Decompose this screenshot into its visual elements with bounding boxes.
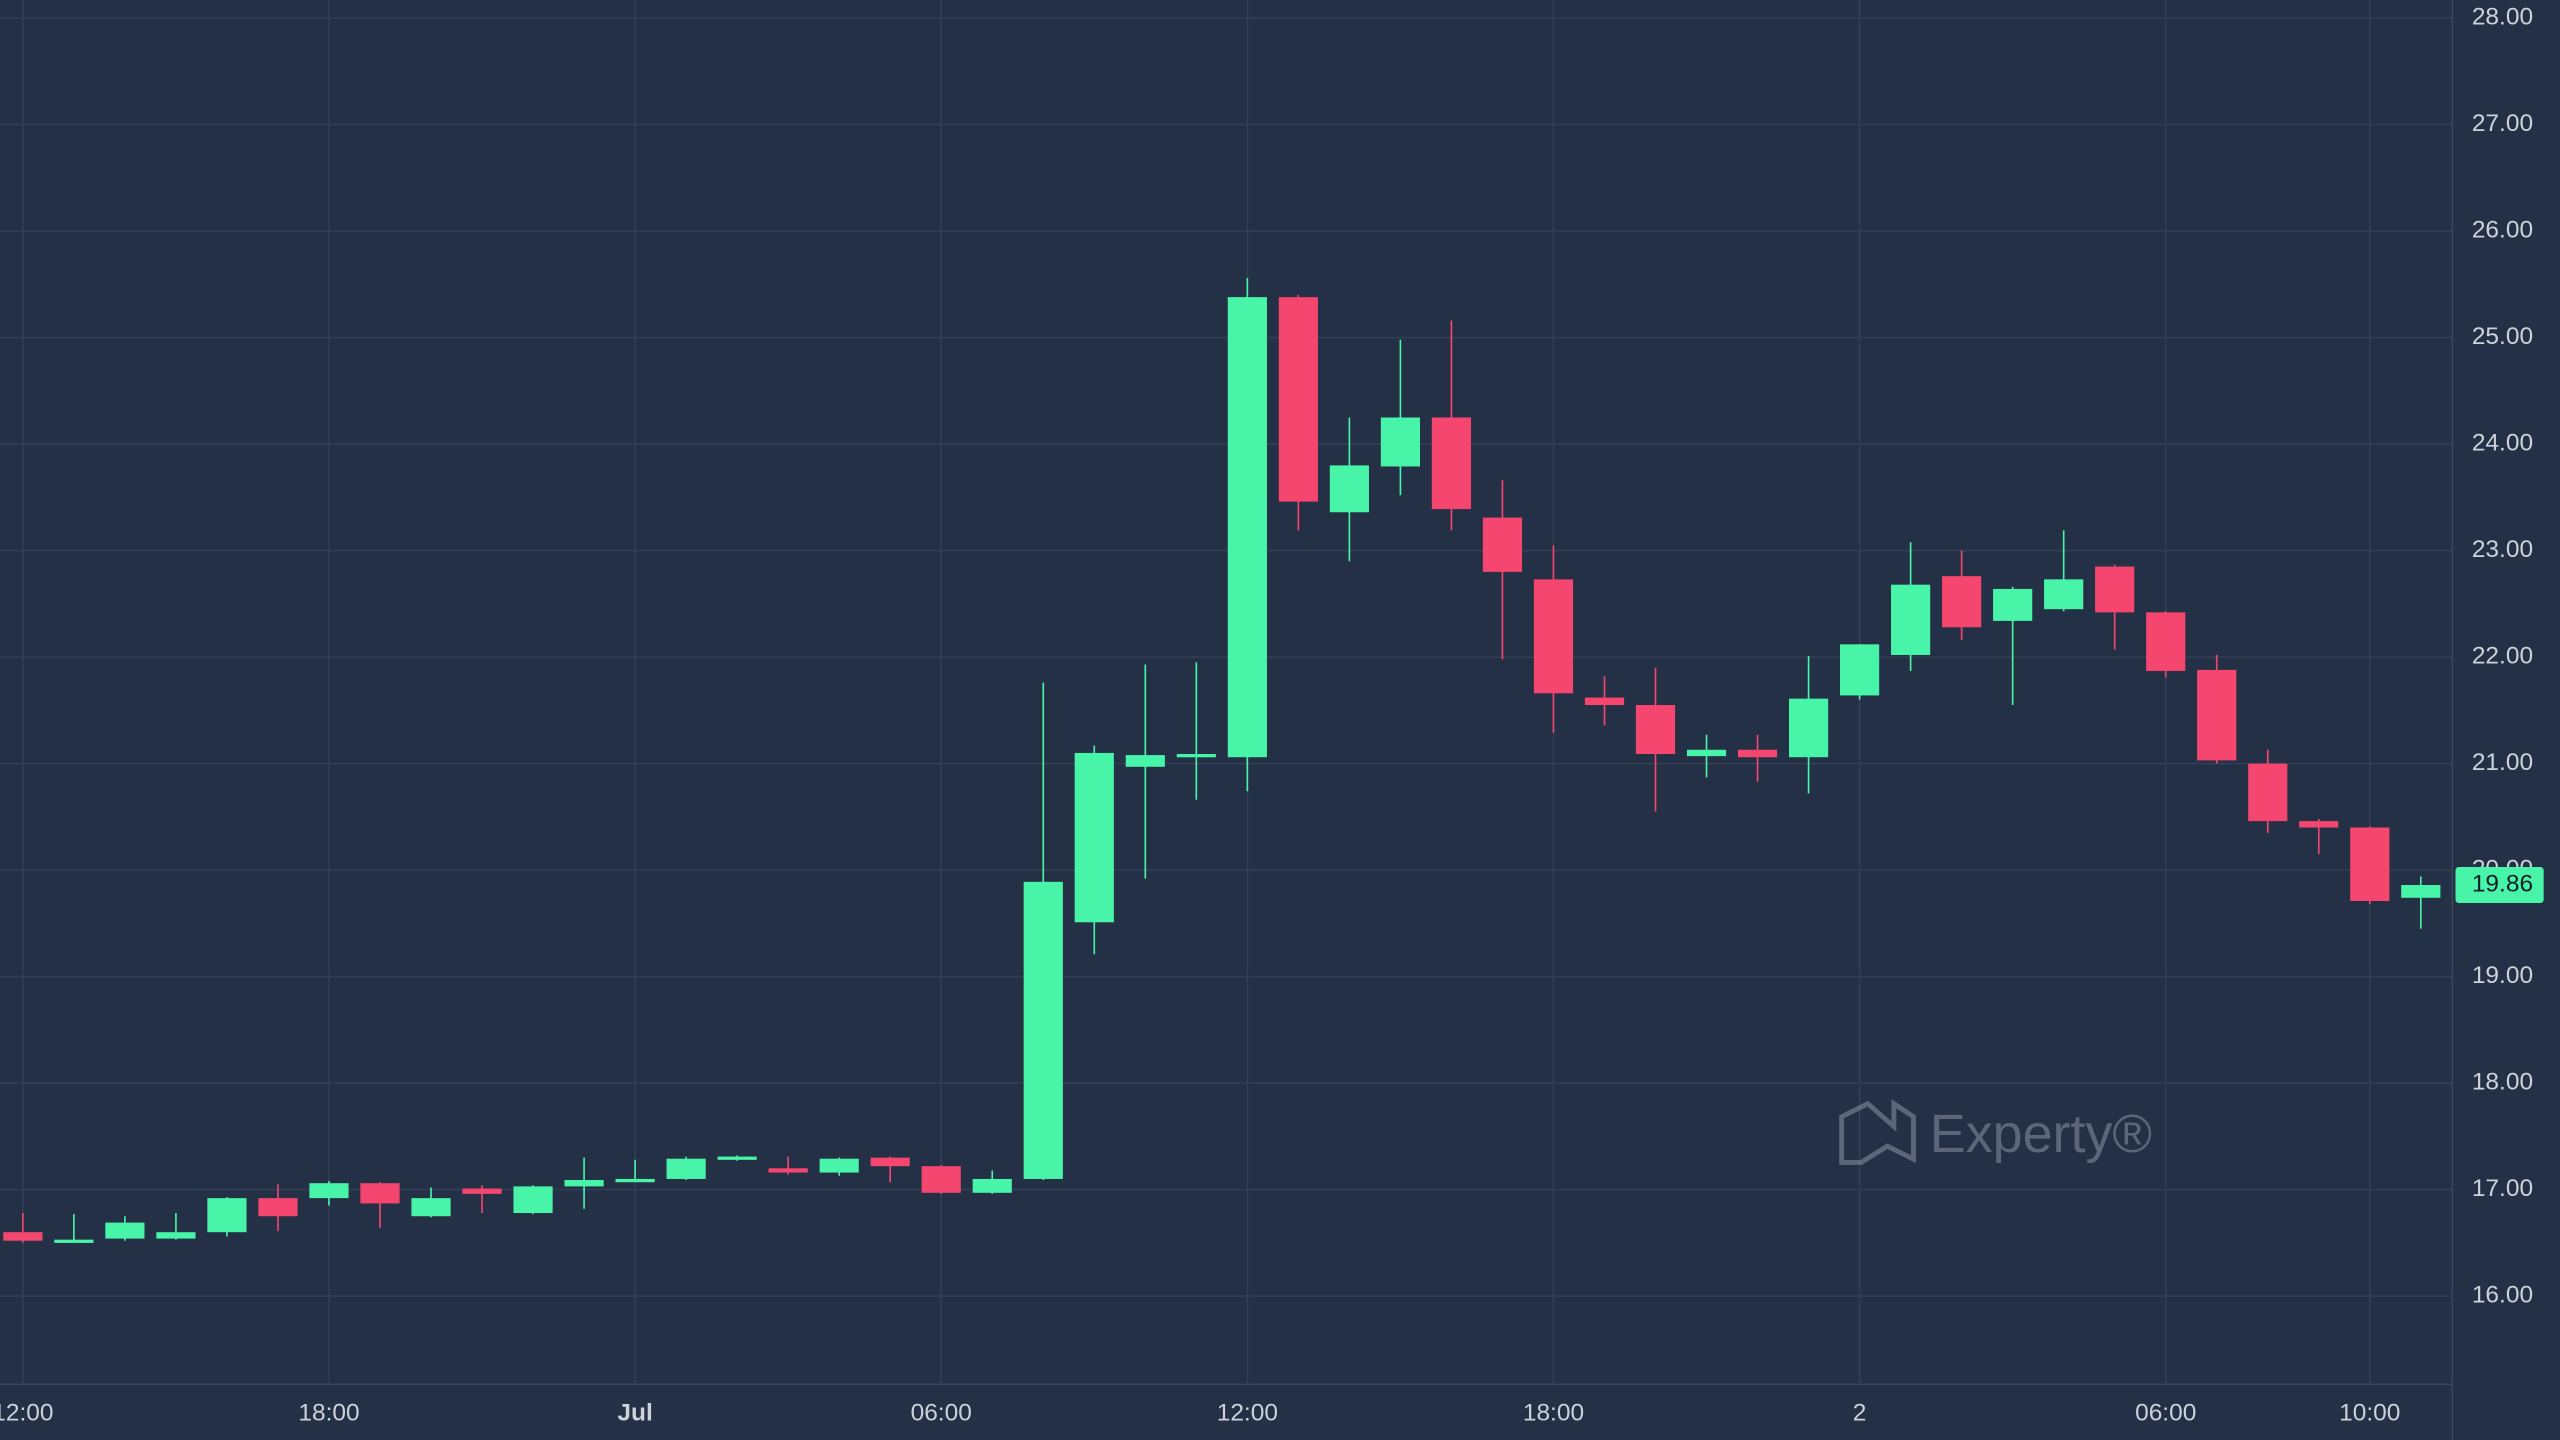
y-tick-label: 21.00: [2472, 749, 2533, 776]
candle-body: [870, 1157, 910, 1167]
candle-body: [1891, 584, 1931, 655]
watermark-text: Experty®: [1930, 1104, 2152, 1164]
candle-body: [207, 1198, 247, 1233]
x-tick-label: 18:00: [1523, 1399, 1584, 1426]
candle-body: [972, 1178, 1012, 1193]
candle-body: [54, 1239, 94, 1243]
watermark-logo: [1839, 1099, 1916, 1165]
axes: 16.0017.0018.0019.0020.0021.0022.0023.00…: [0, 4, 2544, 1426]
y-tick-label: 18.00: [2472, 1069, 2533, 1096]
x-tick-label: 06:00: [911, 1399, 972, 1426]
watermark: Experty®: [1839, 1099, 2152, 1165]
y-tick-label: 23.00: [2472, 536, 2533, 563]
candle-body: [105, 1222, 145, 1239]
y-tick-label: 27.00: [2472, 110, 2533, 137]
candle-body: [1176, 754, 1216, 758]
candle-body: [411, 1198, 451, 1217]
candle-body: [1074, 752, 1114, 923]
candle-body: [1686, 749, 1727, 757]
candles: [3, 277, 2441, 1243]
candle-body: [1431, 417, 1472, 510]
candle-body: [717, 1156, 757, 1160]
candle-body: [2044, 579, 2084, 610]
y-tick-label: 19.00: [2472, 962, 2533, 989]
candle-body: [1993, 588, 2033, 621]
candle-body: [309, 1183, 349, 1199]
candle-body: [1533, 579, 1574, 694]
y-tick-label: 26.00: [2472, 217, 2533, 244]
candle-body: [2299, 821, 2339, 828]
candle-body: [1840, 644, 1880, 696]
candle-body: [2146, 612, 2186, 671]
candle-body: [1329, 465, 1369, 513]
candle-body: [615, 1178, 655, 1183]
last-price-label: 19.86: [2472, 870, 2533, 897]
candle-body: [258, 1198, 298, 1217]
y-tick-label: 28.00: [2472, 4, 2533, 31]
candle-body: [768, 1168, 808, 1173]
candle-body: [1584, 697, 1625, 706]
candle-body: [1635, 705, 1676, 755]
candle-body: [819, 1158, 859, 1173]
candle-body: [1380, 417, 1420, 467]
candle-body: [1023, 881, 1063, 1179]
y-tick-label: 16.00: [2472, 1282, 2533, 1309]
x-tick-label: 06:00: [2135, 1399, 2196, 1426]
last-price-box: [2455, 867, 2544, 903]
x-tick-label: 12:00: [0, 1399, 53, 1426]
y-tick-label: 22.00: [2472, 643, 2533, 670]
candle-body: [360, 1183, 400, 1204]
candle-body: [3, 1232, 43, 1241]
candle-body: [666, 1158, 706, 1179]
candle-body: [1737, 749, 1778, 758]
candle-body: [1482, 517, 1523, 572]
y-tick-label: 17.00: [2472, 1175, 2533, 1202]
candle-body: [1227, 297, 1267, 758]
candle-body: [1942, 576, 1982, 628]
x-tick-label: 18:00: [298, 1399, 359, 1426]
candle-body: [564, 1180, 604, 1187]
candle-body: [156, 1232, 196, 1239]
x-tick-label: 10:00: [2339, 1399, 2400, 1426]
candle-body: [1125, 755, 1165, 767]
x-tick-label: 2: [1853, 1399, 1867, 1426]
candle-body: [2197, 669, 2237, 761]
candle-body: [921, 1166, 961, 1193]
candle-body: [462, 1188, 502, 1194]
x-tick-label: 12:00: [1217, 1399, 1278, 1426]
y-tick-label: 25.00: [2472, 323, 2533, 350]
candle-body: [2095, 566, 2135, 613]
candle-body: [1278, 297, 1318, 502]
candle-body: [2350, 827, 2390, 901]
candle-body: [2401, 885, 2441, 898]
candle-body: [513, 1186, 553, 1214]
x-tick-label: Jul: [617, 1399, 652, 1426]
candle-body: [1788, 698, 1829, 758]
candle-body: [2248, 763, 2288, 822]
y-tick-label: 24.00: [2472, 430, 2533, 457]
